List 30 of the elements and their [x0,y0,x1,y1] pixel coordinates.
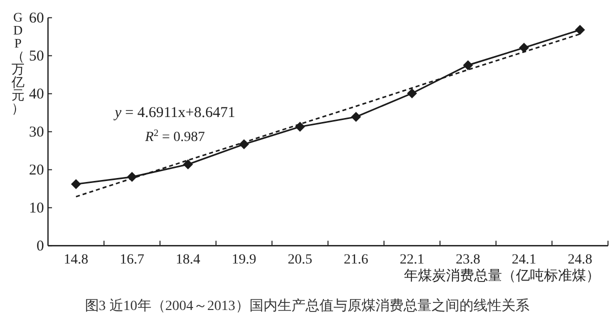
x-tick-label: 22.1 [400,252,424,268]
y-tick-label: 10 [29,200,44,217]
x-tick-label: 14.8 [64,252,88,268]
y-tick-label: 40 [29,86,44,103]
y-tick-label: 0 [36,238,44,255]
y-tick-label: 50 [29,48,44,65]
point [407,88,417,98]
y-axis-title: GDP（万亿元） [10,10,24,116]
x-tick-label: 20.5 [288,252,312,268]
x-tick-label: 16.7 [120,252,144,268]
x-tick-label: 23.8 [456,252,480,268]
x-tick-label: 19.9 [232,252,256,268]
annotation: R$^{2}$ = 0.987 [144,128,205,145]
x-tick-label: 24.1 [512,252,536,268]
point [519,42,529,53]
x-axis-title: 年煤炭消费总量（亿吨标准煤） [404,268,600,284]
x-tick-label: 24.8 [568,252,592,268]
point [351,112,361,122]
x-tick-label: 21.6 [344,252,368,268]
point [183,159,193,170]
y-tick-label: 20 [29,162,44,179]
y-tick-label: 30 [29,124,44,141]
annotation: y = 4.6911x+8.6471 [112,105,236,121]
point [575,24,585,35]
caption: 图3 近10年（2004～2013）国内生产总值与原煤消费总量之间的线性关系 [84,298,530,314]
y-tick-label: 60 [29,10,44,27]
x-tick-label: 18.4 [176,252,200,268]
point [463,60,473,70]
point [295,122,305,132]
point [71,179,81,190]
